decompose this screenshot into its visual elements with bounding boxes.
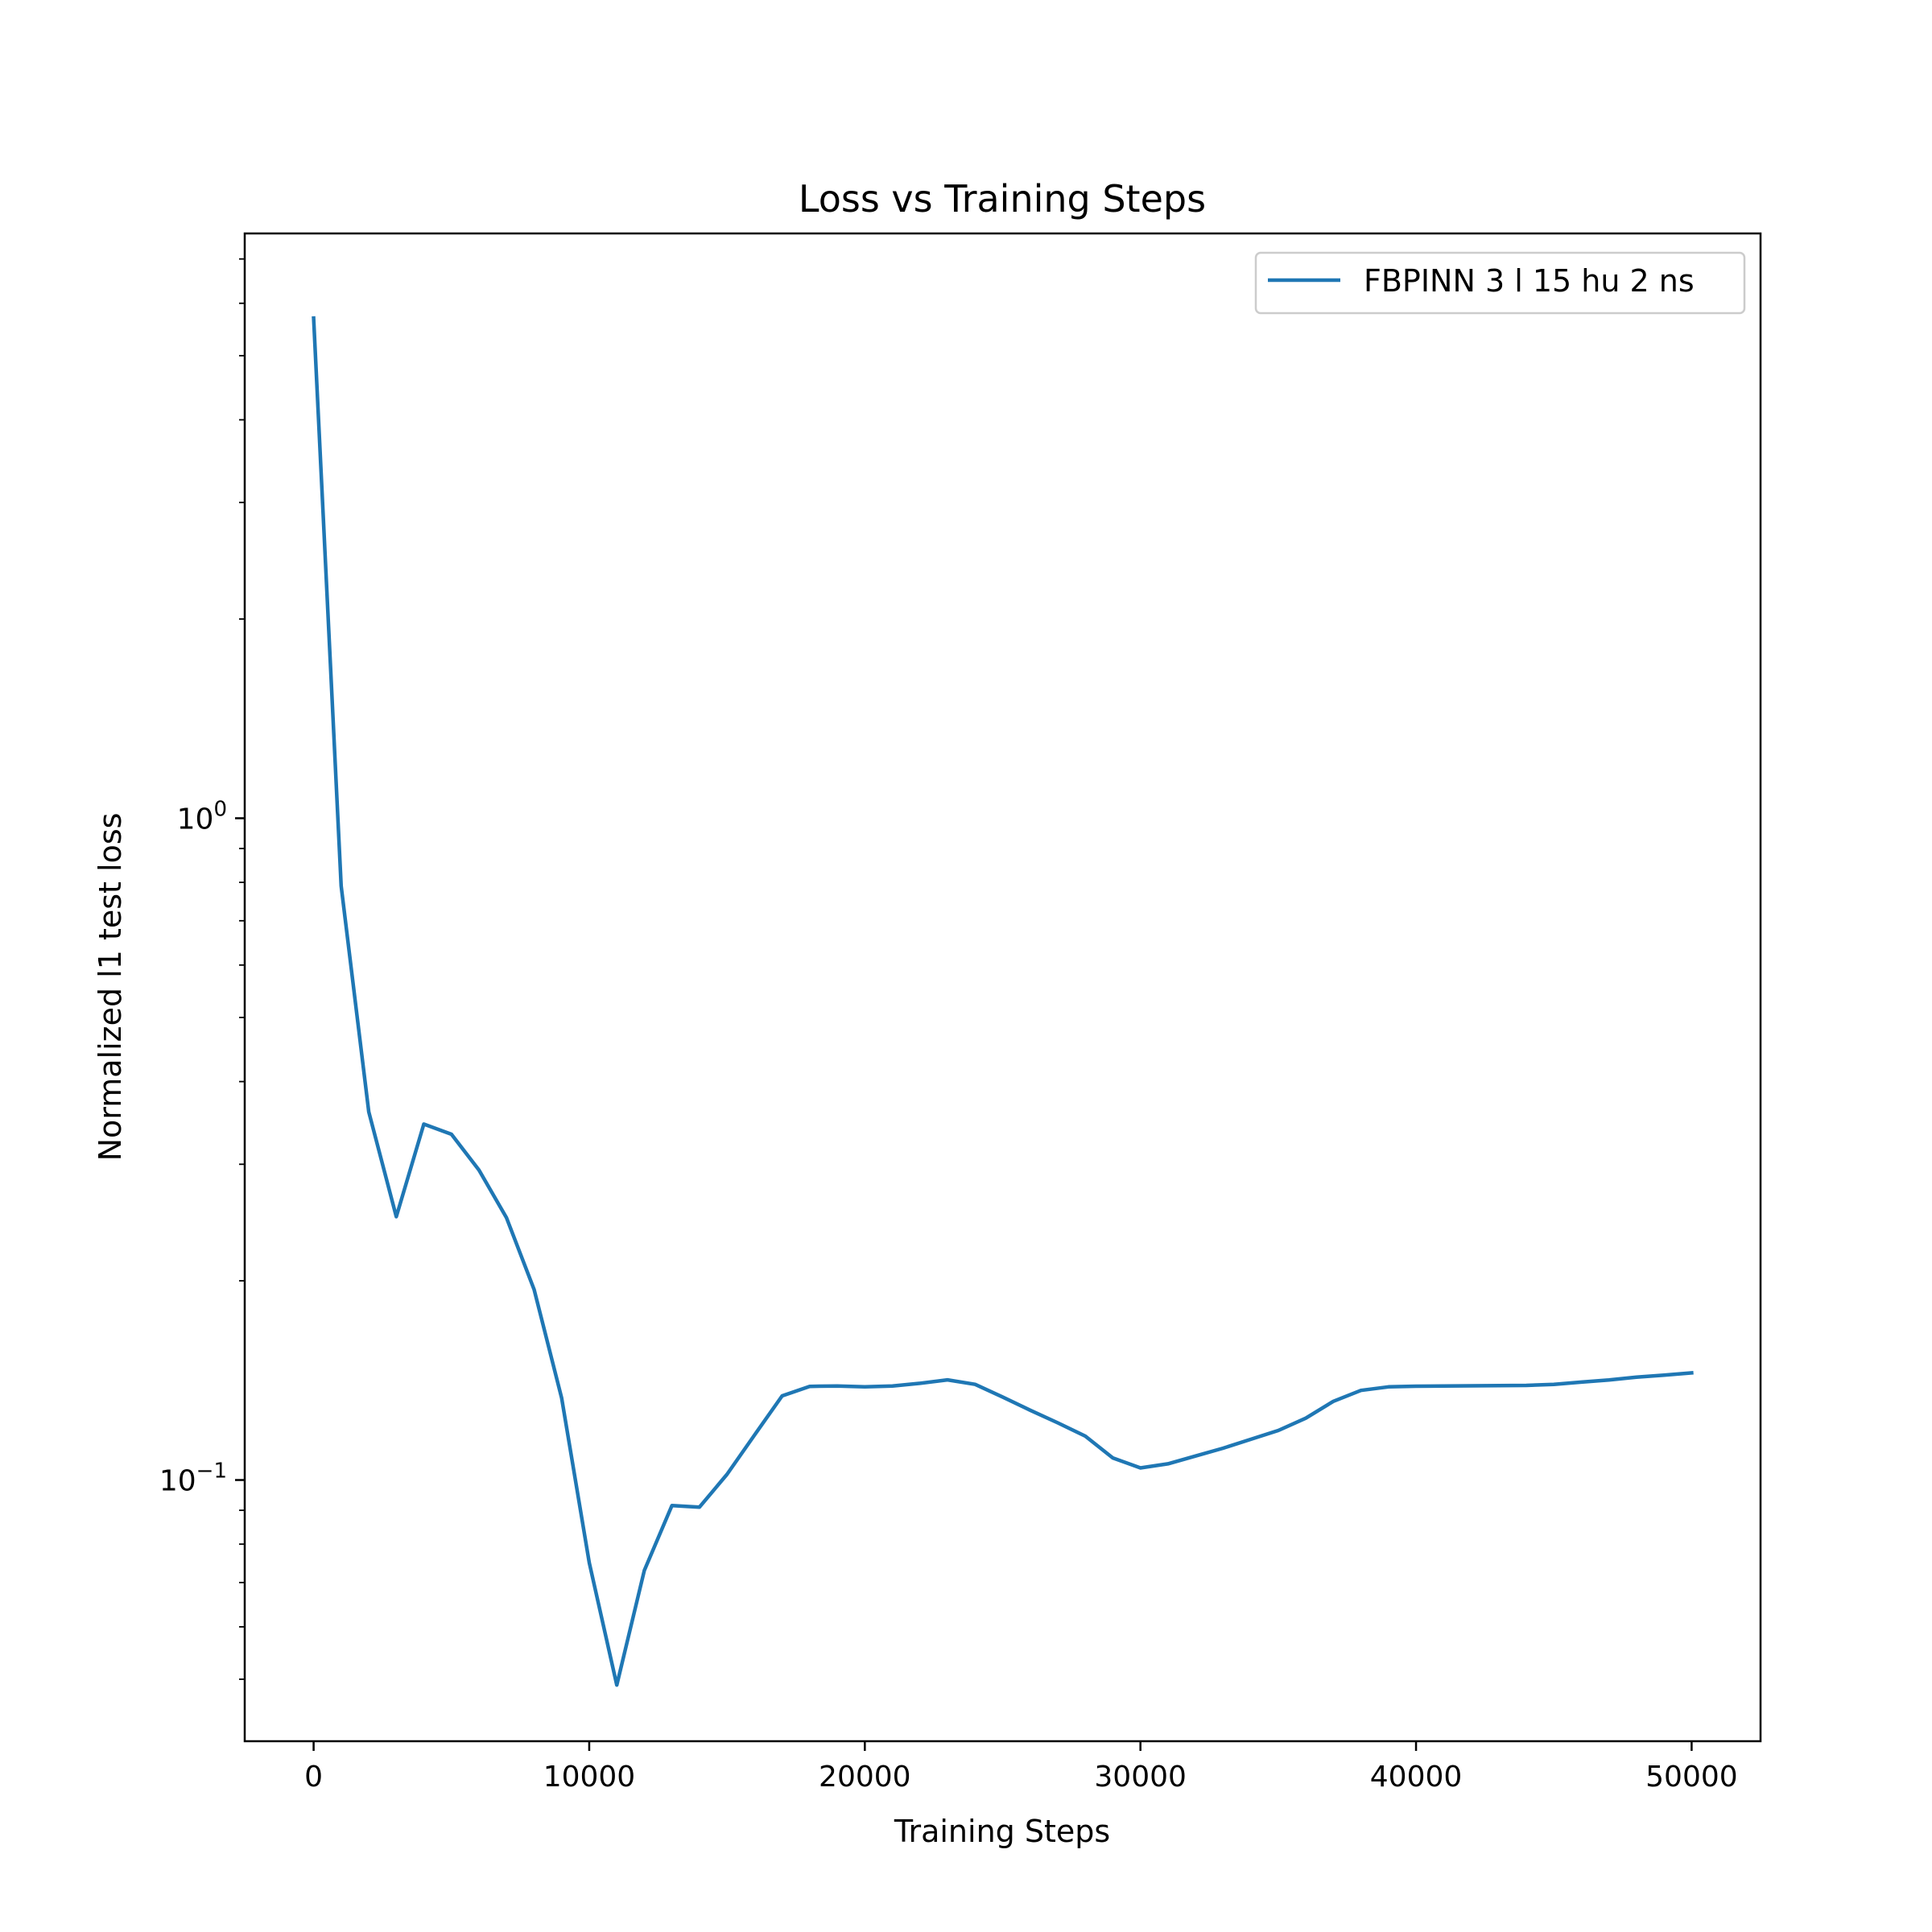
- x-tick-label: 0: [304, 1761, 323, 1794]
- chart-title: Loss vs Training Steps: [799, 177, 1206, 221]
- x-tick-label: 20000: [819, 1761, 911, 1794]
- axes-frame: [243, 232, 1762, 1743]
- x-tick-label: 40000: [1370, 1761, 1463, 1794]
- legend-box: [1254, 251, 1746, 315]
- series-layer: [312, 316, 1694, 1687]
- legend-label: FBPINN 3 l 15 hu 2 ns: [1364, 263, 1695, 299]
- legend: FBPINN 3 l 15 hu 2 ns: [1254, 251, 1746, 315]
- y-tick-label: 10−1: [159, 1459, 227, 1498]
- x-tick-label: 30000: [1094, 1761, 1187, 1794]
- series-line: [312, 316, 1694, 1687]
- x-tick-label: 50000: [1645, 1761, 1738, 1794]
- y-axis-ticks: 100 10−1: [159, 258, 245, 1680]
- x-axis-ticks: 0 10000 20000 30000 40000 50000: [304, 1741, 1738, 1794]
- x-tick-label: 10000: [543, 1761, 636, 1794]
- x-axis-label: Training Steps: [894, 1814, 1110, 1849]
- y-axis-label: Normalized l1 test loss: [93, 813, 128, 1162]
- y-tick-label: 100: [177, 797, 227, 836]
